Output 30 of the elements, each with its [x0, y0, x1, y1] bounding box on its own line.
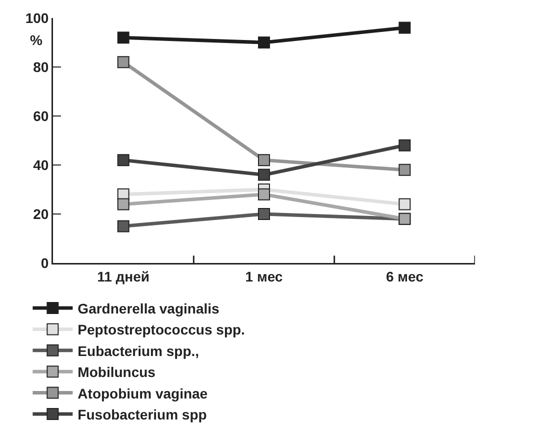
point: [398, 164, 411, 176]
legend-label: Gardnerella vaginalis: [78, 300, 220, 316]
point: [398, 139, 411, 152]
point: [398, 22, 411, 34]
point: [117, 220, 130, 232]
point: [117, 154, 130, 166]
y-tick-label: 100: [25, 10, 49, 26]
point: [258, 154, 270, 166]
point: [258, 36, 270, 48]
y-tick-label: 0: [40, 254, 49, 271]
point: [117, 32, 130, 44]
point: [258, 208, 270, 220]
legend-label: Atopobium vaginae: [78, 385, 208, 402]
legend-label: Eubacterium spp.,: [78, 342, 200, 359]
y-tick-label: 60: [33, 108, 49, 124]
y-axis-title: %: [30, 32, 43, 48]
point: [258, 168, 270, 181]
legend-label: Peptostreptococcus spp.: [78, 322, 245, 338]
legend-label: Fusobacterium spp: [78, 406, 207, 422]
legend-label: Mobiluncus: [78, 364, 156, 380]
point: [258, 188, 270, 200]
point: [117, 56, 130, 68]
y-tick-label: 40: [33, 156, 49, 173]
point: [398, 198, 411, 210]
x-tick-label: 1 мес: [245, 268, 283, 284]
y-tick-label: 80: [33, 58, 49, 75]
x-tick-label: 6 мес: [386, 268, 424, 284]
point: [117, 198, 130, 210]
x-tick-label: 11 дней: [97, 268, 150, 284]
y-tick-label: 20: [33, 206, 49, 222]
